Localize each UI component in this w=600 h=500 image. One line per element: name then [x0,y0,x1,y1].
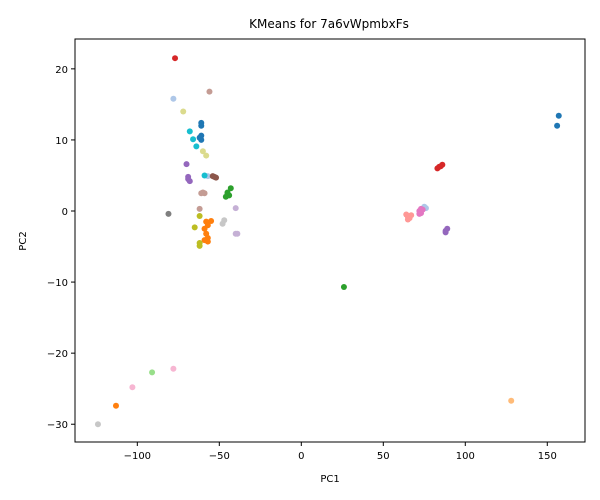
y-tick-label: −20 [47,349,68,360]
x-axis-title: PC1 [320,474,339,485]
data-point [439,161,446,168]
data-point [199,189,206,196]
data-point [199,148,206,155]
data-point [94,421,101,428]
data-point [170,95,177,102]
data-point [408,212,415,219]
data-point [165,210,172,217]
data-point [508,397,515,404]
data-point [234,230,241,237]
y-tick-label: 0 [62,207,68,218]
x-axis: −100 −50 0 50 100 150 [124,442,557,462]
data-point [555,112,562,119]
x-tick-label: 50 [377,451,390,462]
data-point [201,172,208,179]
data-point [196,212,203,219]
x-tick-label: 100 [456,451,475,462]
data-point [196,205,203,212]
y-axis-title: PC2 [18,231,29,250]
y-tick-label: 20 [55,65,68,76]
data-point [183,161,190,168]
data-point [232,205,239,212]
data-point [191,224,198,231]
data-point [404,216,411,223]
data-point [186,128,193,135]
data-point [213,174,220,181]
x-tick-label: 150 [538,451,557,462]
data-point [224,189,231,196]
y-tick-label: −10 [47,278,68,289]
data-point [206,88,213,95]
x-tick-label: −50 [209,451,230,462]
data-point [170,365,177,372]
y-axis: −30 −20 −10 0 10 20 [47,65,75,431]
data-points [94,55,562,428]
data-point [129,384,136,391]
data-point [149,369,156,376]
data-point [201,237,208,244]
data-point [201,225,208,232]
x-tick-label: 0 [298,451,304,462]
data-point [190,136,197,143]
data-point [172,55,179,62]
data-point [180,108,187,115]
data-point [208,217,215,224]
data-point [112,402,119,409]
data-point [193,143,200,150]
data-point [198,119,205,126]
data-point [227,185,234,192]
data-point [442,229,449,236]
chart-title: KMeans for 7a6vWpmbxFs [249,17,409,31]
data-point [340,284,347,291]
data-point [418,205,425,212]
data-point [196,242,203,249]
x-tick-label: −100 [124,451,151,462]
plot-area-frame [74,38,586,443]
data-point [554,122,561,129]
y-tick-label: 10 [55,136,68,147]
data-point [219,220,226,227]
data-point [203,152,210,159]
data-point [416,210,423,217]
data-point [185,173,192,180]
y-tick-label: −30 [47,420,68,431]
data-point [196,134,203,141]
